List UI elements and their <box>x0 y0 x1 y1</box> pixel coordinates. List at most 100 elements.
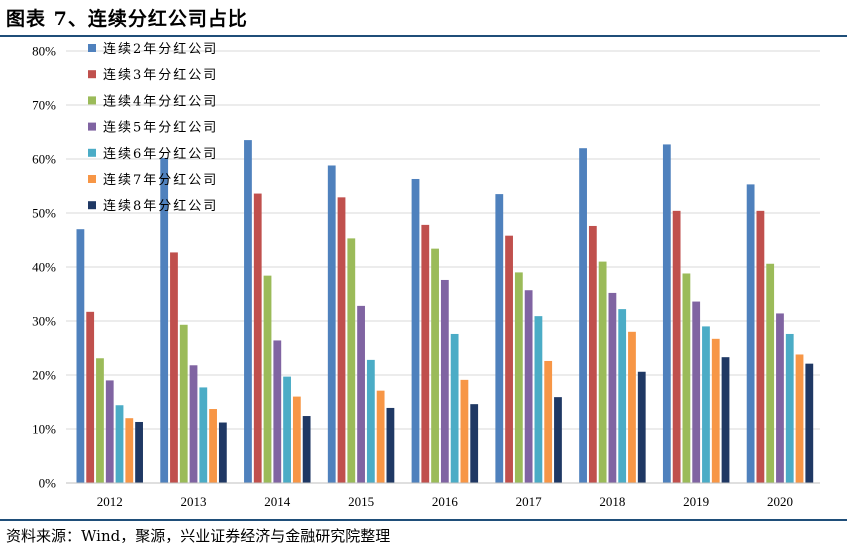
bar <box>125 418 134 483</box>
x-tick-label: 2015 <box>348 494 374 509</box>
title-divider <box>0 35 847 37</box>
legend-label: 连续7年分红公司 <box>103 172 218 188</box>
bar <box>431 248 439 483</box>
bar <box>711 338 720 483</box>
bar <box>588 225 597 483</box>
bar <box>579 148 587 483</box>
bar <box>534 316 543 483</box>
bar <box>608 292 617 483</box>
bar <box>135 421 143 483</box>
bar <box>746 184 755 483</box>
bar <box>514 272 523 483</box>
legend-label: 连续4年分红公司 <box>103 93 218 109</box>
bar <box>302 416 311 483</box>
bar <box>795 354 804 483</box>
y-tick-label: 80% <box>32 44 56 59</box>
bar <box>199 387 208 483</box>
legend-swatch <box>88 44 96 52</box>
x-tick-label: 2018 <box>599 494 625 509</box>
bar <box>96 358 104 483</box>
bar <box>170 252 178 483</box>
bar <box>805 363 814 483</box>
bar <box>327 165 336 484</box>
legend-label: 连续2年分红公司 <box>103 41 218 57</box>
bar <box>179 324 188 483</box>
bar <box>337 197 346 483</box>
bar <box>160 157 169 484</box>
bar <box>105 380 114 483</box>
bar <box>776 313 784 483</box>
x-tick-label: 2017 <box>516 494 543 509</box>
bar <box>376 390 385 483</box>
bar <box>682 273 691 483</box>
bar <box>460 379 469 483</box>
legend-swatch <box>88 70 96 79</box>
bar <box>253 193 262 483</box>
y-tick-label: 60% <box>32 152 56 167</box>
bar <box>366 359 375 483</box>
bars <box>76 140 814 484</box>
x-tick-label: 2020 <box>767 494 793 509</box>
bar <box>450 333 459 483</box>
bar <box>662 144 671 484</box>
y-tick-label: 50% <box>32 206 56 221</box>
bar <box>440 279 449 483</box>
bar <box>554 397 562 483</box>
bar <box>692 301 701 483</box>
y-tick-label: 70% <box>32 98 56 113</box>
y-axis-ticks: 0% 10% 20% 30% 40% 50% 60% 70% 80% <box>32 44 56 491</box>
bar <box>618 309 627 483</box>
bar <box>411 178 420 484</box>
bar-chart: 0%10%20%30%40%50%60%70%80% 2012 2013 2014 2… <box>32 41 820 509</box>
bar <box>357 305 365 483</box>
bar <box>637 371 646 483</box>
bar <box>273 340 282 483</box>
bar <box>218 422 227 483</box>
source-divider <box>0 519 847 521</box>
x-axis-ticks: 2012 2013 2014 2015 2016 2017 2018 2019 2020 <box>97 494 793 509</box>
source-note: 资料来源：Wind，聚源，兴业证券经济与金融研究院整理 <box>6 527 391 545</box>
bar <box>421 224 430 483</box>
y-tick-label: 40% <box>32 260 56 275</box>
bar <box>544 360 553 483</box>
bar <box>244 140 252 483</box>
y-tick-label: 0% <box>39 476 57 491</box>
bar <box>386 407 395 483</box>
bar <box>347 238 356 483</box>
x-tick-label: 2013 <box>181 494 207 509</box>
bar <box>209 409 217 483</box>
x-tick-label: 2012 <box>97 494 123 509</box>
legend-swatch <box>88 148 96 157</box>
legend-swatch <box>88 201 96 210</box>
bar <box>721 357 730 483</box>
bar <box>292 396 301 483</box>
y-tick-label: 20% <box>32 368 56 383</box>
legend-label: 连续8年分红公司 <box>103 198 218 214</box>
legend: 连续2年分红公司连续3年分红公司连续4年分红公司连续5年分红公司连续6年分红公司… <box>88 41 218 214</box>
legend-swatch <box>88 175 96 183</box>
bar <box>470 404 479 483</box>
bar <box>785 333 794 483</box>
legend-swatch <box>88 122 96 131</box>
bar <box>76 229 85 483</box>
bar <box>115 405 124 483</box>
bar <box>702 326 710 483</box>
bar <box>598 261 607 483</box>
x-tick-label: 2016 <box>432 494 459 509</box>
bar <box>766 263 775 483</box>
bar <box>495 194 504 483</box>
bar <box>628 331 636 483</box>
bar <box>524 290 533 483</box>
x-tick-label: 2014 <box>264 494 291 509</box>
bar <box>86 311 95 483</box>
bar <box>283 376 291 483</box>
legend-label: 连续6年分红公司 <box>103 146 218 162</box>
y-tick-label: 10% <box>32 422 56 437</box>
bar <box>505 235 513 483</box>
legend-label: 连续3年分红公司 <box>103 67 218 83</box>
x-tick-label: 2019 <box>683 494 709 509</box>
bar <box>263 275 272 483</box>
page-title: 图表 7、连续分红公司占比 <box>6 8 248 30</box>
y-tick-label: 30% <box>32 314 56 329</box>
bar <box>756 210 765 483</box>
